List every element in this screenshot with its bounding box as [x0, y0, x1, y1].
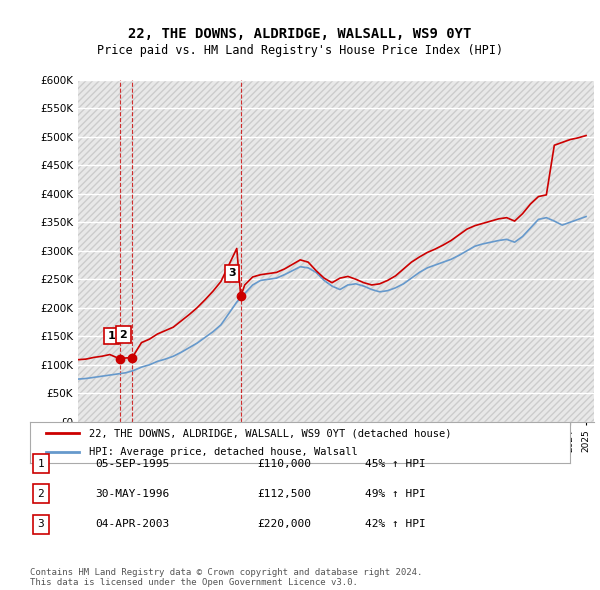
Text: 1: 1: [107, 331, 115, 341]
Text: 1: 1: [37, 459, 44, 468]
Text: 04-APR-2003: 04-APR-2003: [95, 519, 169, 529]
Text: 45% ↑ HPI: 45% ↑ HPI: [365, 459, 425, 468]
Text: £110,000: £110,000: [257, 459, 311, 468]
Text: £112,500: £112,500: [257, 489, 311, 499]
Text: 2: 2: [37, 489, 44, 499]
Text: This data is licensed under the Open Government Licence v3.0.: This data is licensed under the Open Gov…: [30, 578, 358, 587]
Text: 49% ↑ HPI: 49% ↑ HPI: [365, 489, 425, 499]
Text: 22, THE DOWNS, ALDRIDGE, WALSALL, WS9 0YT (detached house): 22, THE DOWNS, ALDRIDGE, WALSALL, WS9 0Y…: [89, 428, 452, 438]
Text: HPI: Average price, detached house, Walsall: HPI: Average price, detached house, Wals…: [89, 447, 358, 457]
Text: 30-MAY-1996: 30-MAY-1996: [95, 489, 169, 499]
Text: 2: 2: [119, 330, 127, 340]
Text: 42% ↑ HPI: 42% ↑ HPI: [365, 519, 425, 529]
Text: 3: 3: [228, 268, 236, 278]
Text: £220,000: £220,000: [257, 519, 311, 529]
Text: Price paid vs. HM Land Registry's House Price Index (HPI): Price paid vs. HM Land Registry's House …: [97, 44, 503, 57]
Text: 22, THE DOWNS, ALDRIDGE, WALSALL, WS9 0YT: 22, THE DOWNS, ALDRIDGE, WALSALL, WS9 0Y…: [128, 27, 472, 41]
Text: Contains HM Land Registry data © Crown copyright and database right 2024.: Contains HM Land Registry data © Crown c…: [30, 568, 422, 576]
Text: 05-SEP-1995: 05-SEP-1995: [95, 459, 169, 468]
Text: 3: 3: [37, 519, 44, 529]
